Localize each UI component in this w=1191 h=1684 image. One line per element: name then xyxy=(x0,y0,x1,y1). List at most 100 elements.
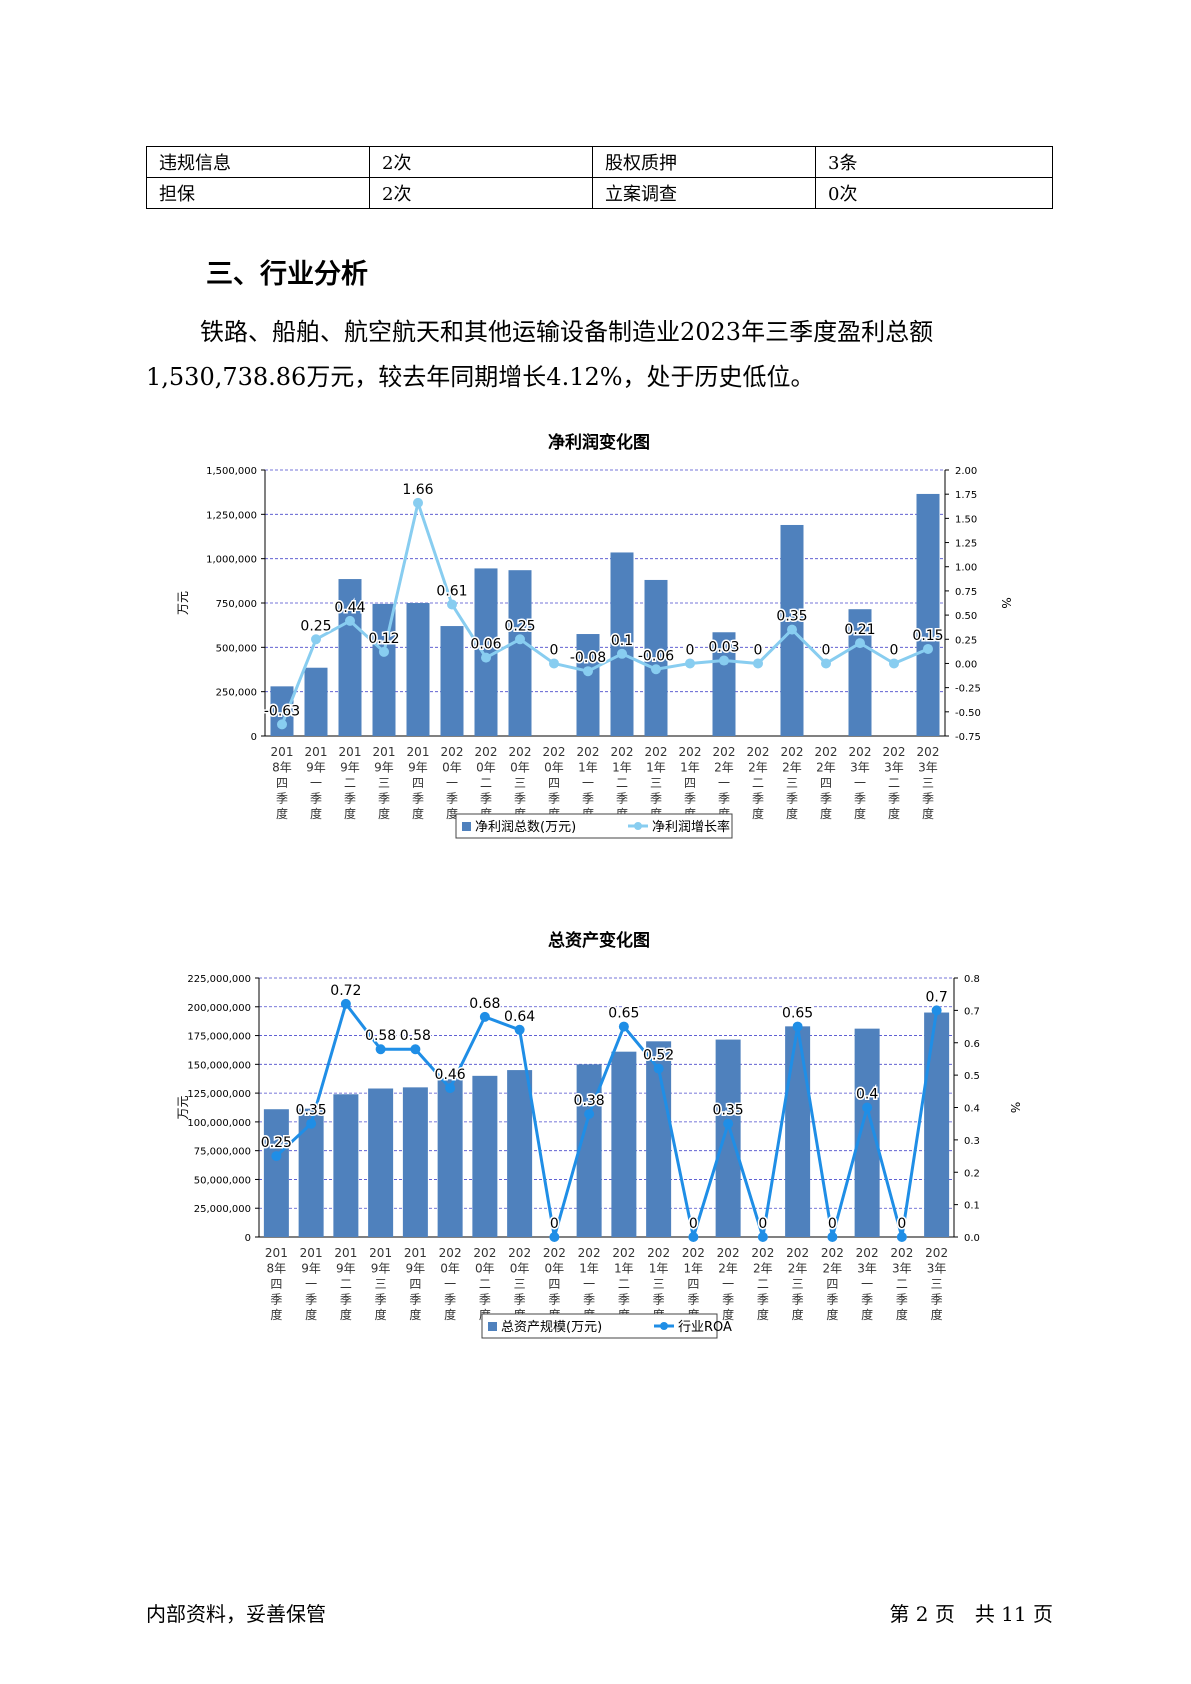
x-tick-label: 202 2年四季度 xyxy=(815,745,838,821)
bar xyxy=(372,603,396,736)
data-label: 0.64 xyxy=(504,1009,535,1025)
x-tick-label: 2021年二季度 xyxy=(612,1246,635,1322)
data-label: 0.4 xyxy=(856,1087,878,1103)
bar xyxy=(785,1026,811,1237)
table-cell: 股权质押 xyxy=(592,146,816,178)
line-point xyxy=(584,1108,595,1119)
x-tick-label: 202 2年三季度 xyxy=(781,745,804,821)
line-point xyxy=(685,658,695,669)
x-tick-label: 201 9年一季度 xyxy=(305,745,328,821)
line-point xyxy=(379,646,389,657)
y2-tick-label: 0.00 xyxy=(955,659,977,670)
data-label: 0.35 xyxy=(776,609,807,625)
table-cell: 担保 xyxy=(146,177,370,209)
data-label: 0.58 xyxy=(365,1028,396,1044)
legend-label: 行业ROA xyxy=(678,1320,732,1335)
bar xyxy=(402,1087,428,1237)
line-point xyxy=(345,615,355,626)
info-table: 违规信息 2次 股权质押 3条 担保 2次 立案调查 0次 xyxy=(146,146,1053,209)
y-axis-label: 万元 xyxy=(176,591,190,615)
y2-tick-label: -0.25 xyxy=(955,684,981,695)
line-point xyxy=(931,1005,942,1016)
data-label: -0.08 xyxy=(570,650,606,666)
x-tick-label: 201 9年三季度 xyxy=(369,1246,392,1322)
footer-right: 第 2 页 共 11 页 xyxy=(889,1602,1053,1626)
y-tick-label: 1,500,000 xyxy=(206,466,257,477)
data-label: 0 xyxy=(689,1216,698,1232)
data-label: 0.06 xyxy=(470,637,501,653)
data-label: 0 xyxy=(550,1216,559,1232)
y-axis-label: 万元 xyxy=(176,1095,190,1119)
bar xyxy=(610,552,634,736)
table-cell: 3条 xyxy=(815,146,1053,178)
y-tick-label: 250,000 xyxy=(216,688,257,699)
x-tick-label: 201 9年一季度 xyxy=(300,1246,323,1322)
section-heading: 三、行业分析 xyxy=(206,259,368,290)
y2-axis-label: % xyxy=(999,597,1013,608)
data-label: 0 xyxy=(758,1216,767,1232)
x-tick-label: 201 8年四季度 xyxy=(265,1246,288,1322)
bar xyxy=(611,1051,637,1237)
line-point xyxy=(723,1118,734,1129)
data-label: 0.44 xyxy=(334,600,365,616)
table-cell: 2次 xyxy=(369,177,593,209)
line-point xyxy=(719,655,729,666)
line-point xyxy=(340,998,351,1009)
line-point xyxy=(688,1232,699,1242)
y2-tick-label: 0.8 xyxy=(964,974,980,985)
series-line xyxy=(280,501,929,725)
data-label: 0 xyxy=(890,642,899,658)
line-point xyxy=(583,666,593,677)
x-tick-label: 202 2年二季度 xyxy=(751,1246,774,1322)
bar xyxy=(576,634,600,736)
x-tick-label: 2020年四季度 xyxy=(543,1246,566,1322)
bar xyxy=(304,667,328,736)
y2-tick-label: 2.00 xyxy=(955,466,977,477)
data-label: 0.65 xyxy=(782,1006,813,1022)
y2-tick-label: 0.7 xyxy=(964,1006,980,1017)
bar xyxy=(644,579,668,736)
line-point xyxy=(651,664,661,675)
y2-tick-label: 0.2 xyxy=(964,1168,980,1179)
bar xyxy=(854,1028,880,1237)
x-tick-label: 202 3年一季度 xyxy=(856,1246,879,1322)
data-label: 0.72 xyxy=(330,983,361,999)
data-label: 0.1 xyxy=(611,633,633,649)
legend-box xyxy=(455,813,733,839)
line-point xyxy=(549,1232,560,1242)
line-point xyxy=(479,1011,490,1022)
x-tick-label: 201 9年四季度 xyxy=(404,1246,427,1322)
line-point xyxy=(447,599,457,610)
data-label: 0.35 xyxy=(713,1103,744,1119)
line-point xyxy=(445,1083,456,1094)
data-label: 0.65 xyxy=(608,1006,639,1022)
data-label: 0.15 xyxy=(912,628,943,644)
data-label: 0.38 xyxy=(574,1093,605,1109)
y-tick-label: 150,000,000 xyxy=(187,1060,251,1071)
data-label: 0.25 xyxy=(300,618,331,634)
y-tick-label: 0 xyxy=(245,1233,251,1244)
line-point xyxy=(753,658,763,669)
line-point xyxy=(792,1021,803,1032)
bar xyxy=(924,1012,950,1237)
data-label: 0 xyxy=(686,642,695,658)
legend-box xyxy=(481,1313,718,1339)
net-profit-chart: 0 250,000 500,000 750,000 1,000,000 1,250,000… xyxy=(176,466,1013,839)
x-tick-label: 2021年四季度 xyxy=(682,1246,705,1322)
line-point xyxy=(787,624,797,635)
y2-tick-label: 0.0 xyxy=(964,1233,980,1244)
line-point xyxy=(889,658,899,669)
bar xyxy=(848,609,872,736)
paragraph: 铁路、船舶、航空航天和其他运输设备制造业2023年三季度盈利总额1,530,73… xyxy=(146,310,1053,400)
y-tick-label: 175,000,000 xyxy=(187,1032,251,1043)
data-label: 0.52 xyxy=(643,1048,674,1064)
x-tick-label: 202 2年四季度 xyxy=(821,1246,844,1322)
line-point xyxy=(515,634,525,645)
bar xyxy=(333,1094,359,1237)
y2-tick-label: 1.25 xyxy=(955,539,977,550)
bar xyxy=(507,1070,533,1237)
x-tick-label: 202 2年三季度 xyxy=(786,1246,809,1322)
data-label: -0.06 xyxy=(638,648,674,664)
line-point xyxy=(277,719,287,730)
legend-swatch-dot xyxy=(634,822,642,830)
